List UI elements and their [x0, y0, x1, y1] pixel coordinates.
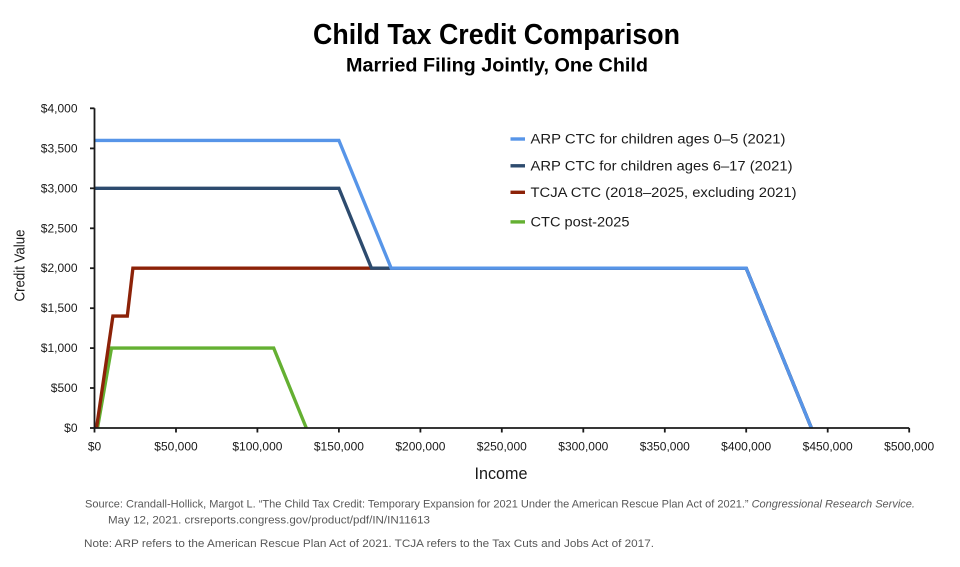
svg-text:CTC post-2025: CTC post-2025 [531, 215, 630, 230]
svg-text:$1,500: $1,500 [41, 301, 78, 315]
svg-text:$2,500: $2,500 [41, 221, 78, 235]
svg-text:$3,500: $3,500 [41, 141, 78, 155]
svg-text:$0: $0 [88, 439, 102, 453]
svg-text:$350,000: $350,000 [640, 439, 690, 453]
svg-text:$4,000: $4,000 [41, 101, 78, 115]
svg-text:$200,000: $200,000 [395, 439, 445, 453]
svg-text:$150,000: $150,000 [314, 439, 364, 453]
svg-text:$250,000: $250,000 [477, 439, 527, 453]
svg-text:$500: $500 [51, 381, 78, 395]
svg-text:$400,000: $400,000 [721, 439, 771, 453]
svg-text:TCJA CTC (2018–2025, excluding: TCJA CTC (2018–2025, excluding 2021) [531, 185, 797, 200]
svg-text:$50,000: $50,000 [154, 439, 198, 453]
svg-text:Income: Income [475, 465, 528, 483]
svg-text:ARP CTC for children ages 0–5: ARP CTC for children ages 0–5 (2021) [531, 132, 786, 147]
svg-text:$2,000: $2,000 [41, 261, 78, 275]
svg-text:Married Filing Jointly, One Ch: Married Filing Jointly, One Child [346, 56, 648, 77]
svg-text:ARP CTC for children ages 6–17: ARP CTC for children ages 6–17 (2021) [531, 159, 793, 174]
svg-text:$1,000: $1,000 [41, 341, 78, 355]
svg-text:Credit Value: Credit Value [12, 230, 29, 302]
svg-text:$450,000: $450,000 [803, 439, 853, 453]
svg-text:$500,000: $500,000 [884, 439, 934, 453]
svg-text:Source: Crandall-Hollick, Marg: Source: Crandall-Hollick, Margot L. “The… [85, 499, 915, 511]
svg-text:$100,000: $100,000 [232, 439, 282, 453]
svg-text:Note: ARP refers to the Americ: Note: ARP refers to the American Rescue … [84, 538, 654, 550]
svg-text:$0: $0 [64, 421, 78, 435]
svg-text:$300,000: $300,000 [558, 439, 608, 453]
svg-text:May 12, 2021. crsreports.congr: May 12, 2021. crsreports.congress.gov/pr… [108, 515, 430, 527]
svg-text:Child Tax Credit Comparison: Child Tax Credit Comparison [313, 19, 680, 51]
svg-text:$3,000: $3,000 [41, 181, 78, 195]
